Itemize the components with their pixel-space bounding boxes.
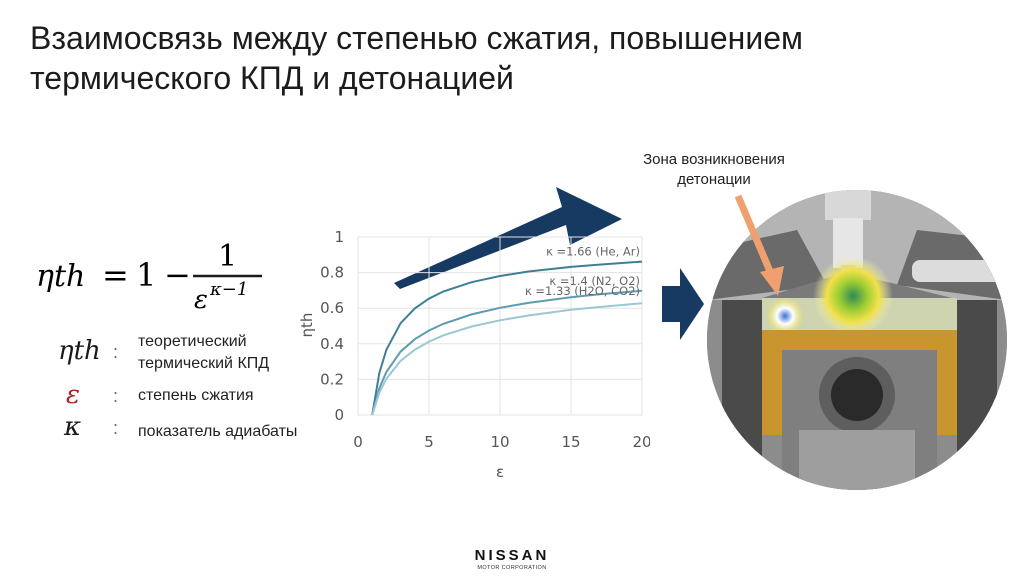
y-tick-label: 0.4 <box>320 335 344 353</box>
formula-exponent: κ−1 <box>209 279 248 300</box>
series-line-1 <box>371 289 643 416</box>
series-label-1: κ =1.4 (N2, O2) <box>549 274 640 288</box>
x-axis-label: ε <box>496 463 504 481</box>
legend-symbol-eta: ηth <box>58 336 101 366</box>
legend-text-eta-2: термический КПД <box>138 355 270 372</box>
formula-numerator: 1 <box>218 239 237 274</box>
series-label-2: κ =1.33 (H2O, CO2) <box>525 284 640 298</box>
formula-minus: − <box>164 256 191 294</box>
slide-title: Взаимосвязь между степенью сжатия, повыш… <box>30 18 990 98</box>
logo-main-text: NISSAN <box>474 547 550 564</box>
formula-one: 1 <box>136 256 156 294</box>
y-axis-label: ηth <box>300 313 316 338</box>
formula-lhs: ηth <box>36 259 85 294</box>
x-tick-label: 20 <box>632 433 650 451</box>
y-tick-label: 0.2 <box>320 370 344 388</box>
nissan-logo: NISSAN MOTOR CORPORATION <box>462 548 562 572</box>
slide-title-line-1: Взаимосвязь между степенью сжатия, повыш… <box>30 20 803 56</box>
series-line-2 <box>371 302 643 416</box>
legend-colon-kappa: : <box>113 418 119 438</box>
x-tick-label: 0 <box>353 433 363 451</box>
increase-arrow <box>394 187 622 289</box>
legend-text-kappa: показатель адиабаты <box>138 423 298 440</box>
legend-symbol-epsilon: ε <box>66 380 80 410</box>
formula-base: ε <box>194 285 208 312</box>
efficiency-formula: ηth = 1 − 1 ε κ−1 <box>36 239 262 312</box>
y-tick-label: 0.8 <box>320 264 344 282</box>
legend-colon-eta: : <box>113 342 119 362</box>
detonation-label-line-1: Зона возникновения <box>643 151 785 168</box>
series-line-0 <box>371 260 643 416</box>
x-tick-label: 15 <box>561 433 580 451</box>
detonation-label-line-2: детонации <box>677 171 751 188</box>
formula-equals: = <box>102 256 129 294</box>
logo-sub-text: MOTOR CORPORATION <box>477 565 547 571</box>
legend-colon-epsilon: : <box>113 386 119 406</box>
slide-title-line-2: термического КПД и детонацией <box>30 60 514 96</box>
legend-text-epsilon: степень сжатия <box>138 387 254 404</box>
y-tick-label: 1 <box>334 228 344 246</box>
legend-text-eta-1: теоретический <box>138 333 247 350</box>
y-tick-label: 0 <box>334 406 344 424</box>
detonation-zone-label: Зона возникновения детонации <box>614 150 814 190</box>
right-arrow-icon <box>662 268 704 340</box>
symbol-legend: ηth : теоретический термический КПД ε : … <box>58 332 328 447</box>
y-tick-label: 0.6 <box>320 299 344 317</box>
legend-symbol-kappa: κ <box>64 412 82 442</box>
series-label-0: κ =1.66 (He, Ar) <box>546 245 640 259</box>
detonation-pointer-arrow <box>734 194 784 296</box>
x-tick-label: 10 <box>490 433 509 451</box>
x-tick-label: 5 <box>424 433 434 451</box>
efficiency-chart: 0 5 10 15 20 0 0.2 0.4 0.6 0.8 1 κ =1.66 (He, Ar) κ… <box>300 228 650 481</box>
